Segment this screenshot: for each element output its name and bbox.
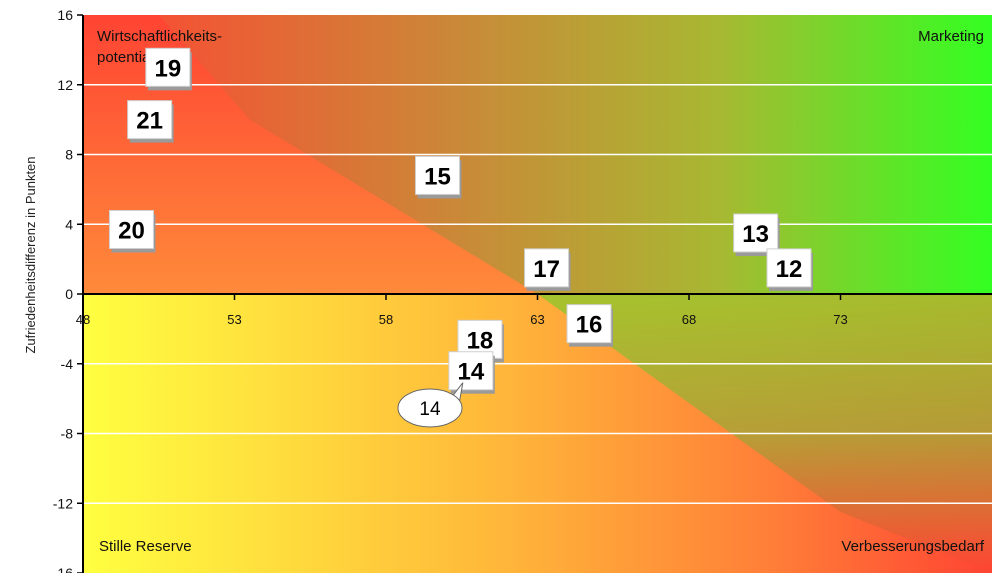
data-point-21: 21 bbox=[128, 101, 174, 143]
y-axis-label: Zufriedenheitsdifferenz in Punkten bbox=[23, 156, 38, 353]
y-tick-label: -16 bbox=[53, 565, 73, 573]
data-label: 20 bbox=[118, 217, 145, 244]
data-label: 18 bbox=[467, 327, 494, 354]
data-point-16: 16 bbox=[567, 305, 613, 347]
y-tick-label: 8 bbox=[65, 147, 73, 163]
data-label: 16 bbox=[576, 312, 603, 339]
quadrant-label-bottom-left: Stille Reserve bbox=[99, 538, 192, 555]
quadrant-label-bottom-right: Verbesserungsbedarf bbox=[841, 538, 984, 555]
x-tick-label: 53 bbox=[227, 312, 241, 327]
data-label: 13 bbox=[742, 221, 769, 248]
data-point-19: 19 bbox=[146, 48, 192, 90]
quadrant-label-top-left-line2: potential bbox=[97, 49, 154, 66]
x-tick-label: 58 bbox=[379, 312, 393, 327]
x-tick-label: 63 bbox=[530, 312, 544, 327]
data-point-15: 15 bbox=[416, 156, 462, 198]
y-tick-label: -4 bbox=[61, 356, 74, 372]
data-label: 19 bbox=[154, 55, 181, 82]
data-label: 14 bbox=[457, 359, 484, 386]
data-point-17: 17 bbox=[525, 249, 571, 291]
data-point-20: 20 bbox=[109, 210, 155, 252]
y-tick-label: 4 bbox=[65, 216, 73, 232]
quadrant-label-top-left-line1: Wirtschaftlichkeits- bbox=[97, 28, 222, 45]
data-label: 21 bbox=[136, 108, 163, 135]
y-tick-label: 16 bbox=[57, 7, 73, 23]
y-tick-label: -12 bbox=[53, 495, 73, 511]
y-tick-label: 12 bbox=[57, 77, 73, 93]
callout-label: 14 bbox=[419, 399, 441, 420]
data-point-12: 12 bbox=[767, 249, 813, 291]
y-tick-label: -8 bbox=[61, 426, 74, 442]
data-point-14: 14 bbox=[449, 352, 495, 394]
x-tick-label: 73 bbox=[833, 312, 847, 327]
x-tick-label: 68 bbox=[682, 312, 696, 327]
quadrant-label-top-right: Marketing bbox=[918, 28, 984, 45]
data-label: 17 bbox=[533, 256, 560, 283]
x-tick-label: 48 bbox=[76, 312, 90, 327]
data-label: 12 bbox=[776, 256, 803, 283]
y-tick-label: 0 bbox=[65, 286, 73, 302]
data-label: 15 bbox=[424, 163, 451, 190]
